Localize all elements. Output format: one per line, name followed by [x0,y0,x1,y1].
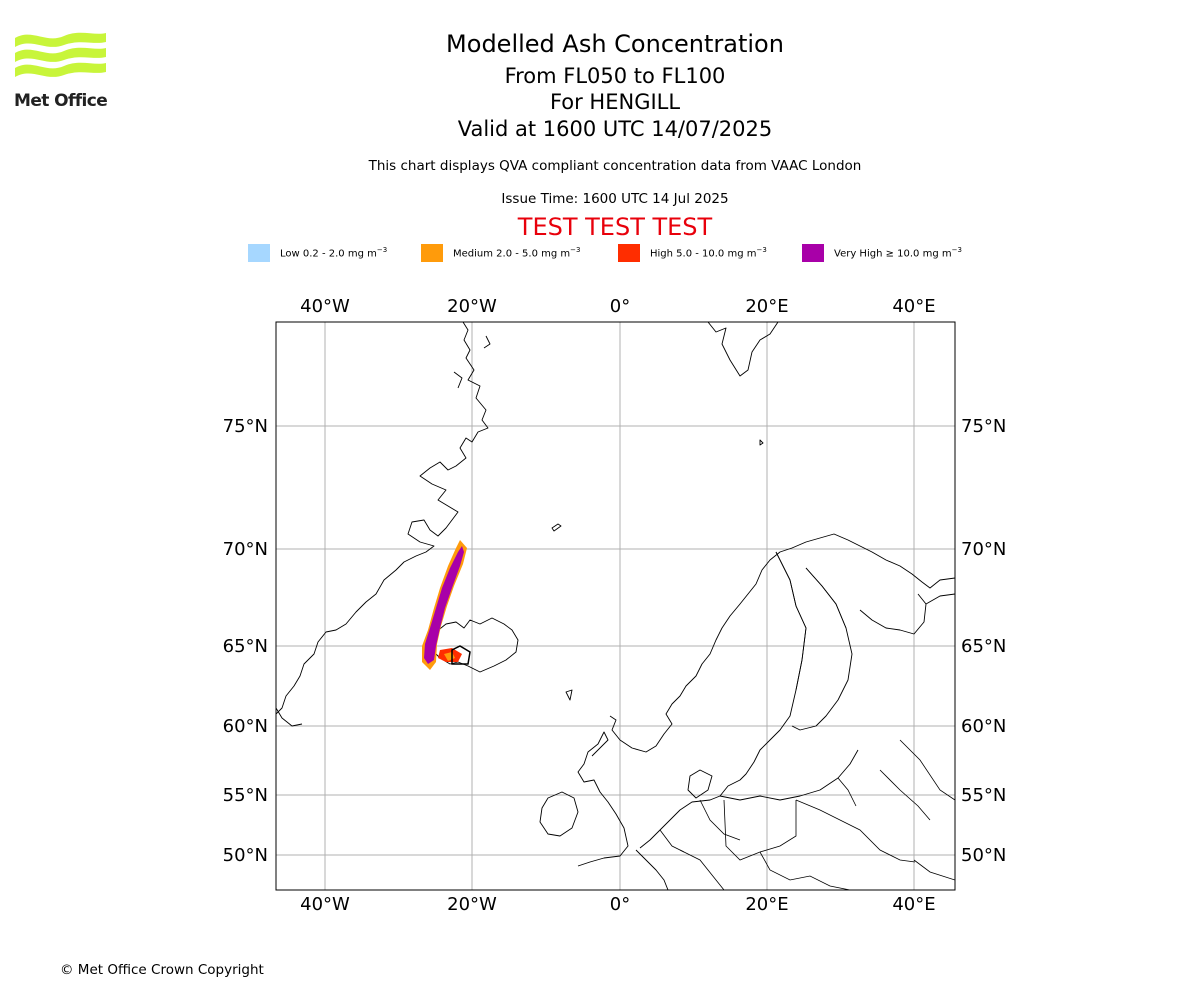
legend-item-high: High 5.0 - 10.0 mg m−3 [618,244,767,262]
svalbard-coast [707,322,779,377]
graticule [276,322,955,890]
legend-label-high: High 5.0 - 10.0 mg m [650,248,757,260]
britain-coast [577,731,629,867]
volcano-location-marker [451,645,471,665]
latitude-labels-right: 75°N 70°N 65°N 60°N 55°N 50°N [961,416,1006,866]
legend-swatch-very-high [802,244,824,262]
lon-label-0: 0° [610,296,630,317]
legend-label-very-high: Very High ≥ 10.0 mg m [834,248,952,260]
met-office-logo [15,32,106,77]
volcano-name: For HENGILL [549,90,681,114]
lat-label-55n: 55°N [223,785,268,806]
country-borders [659,551,955,890]
lat-label-75n-right: 75°N [961,416,1006,437]
legend-swatch-high [618,244,640,262]
lon-label-40e: 40°E [892,296,935,317]
legend-swatch-low [248,244,270,262]
logo-text: Met Office [14,91,108,111]
legend-swatch-medium [421,244,443,262]
longitude-labels-top: 40°W 20°W 0° 20°E 40°E [300,296,935,317]
lon-label-20e-bottom: 20°E [745,894,788,915]
lon-label-40w-bottom: 40°W [300,894,350,915]
lat-label-50n-right: 50°N [961,845,1006,866]
legend-label-low: Low 0.2 - 2.0 mg m [280,248,377,260]
lat-label-55n-right: 55°N [961,785,1006,806]
lon-label-20w-bottom: 20°W [447,894,497,915]
baltic-coast [719,749,859,801]
legend-item-medium: Medium 2.0 - 5.0 mg m−3 [421,244,580,262]
legend-label-medium: Medium 2.0 - 5.0 mg m [453,248,571,260]
lon-label-40e-bottom: 40°E [892,894,935,915]
qva-note: This chart displays QVA compliant concen… [368,158,862,174]
legend-item-low: Low 0.2 - 2.0 mg m−3 [248,244,387,262]
lat-label-70n-right: 70°N [961,539,1006,560]
longitude-labels-bottom: 40°W 20°W 0° 20°E 40°E [300,894,935,915]
ash-plume [422,540,467,670]
lat-label-65n-right: 65°N [961,636,1006,657]
lon-label-20w: 20°W [447,296,497,317]
valid-time: Valid at 1600 UTC 14/07/2025 [457,117,773,141]
coastlines [276,322,955,890]
lat-label-75n: 75°N [223,416,268,437]
lat-label-65n: 65°N [223,636,268,657]
test-banner: TEST TEST TEST [517,213,713,241]
legend-item-very-high: Very High ≥ 10.0 mg m−3 [802,244,962,262]
lat-label-60n: 60°N [223,716,268,737]
lat-label-50n: 50°N [223,845,268,866]
ash-plume-very-high [424,546,464,664]
lat-label-70n: 70°N [223,539,268,560]
scandinavia-coast [609,533,955,753]
issue-time: Issue Time: 1600 UTC 14 Jul 2025 [501,191,729,207]
lon-label-0-bottom: 0° [610,894,630,915]
chart-title: Modelled Ash Concentration [446,30,784,58]
map-frame [275,321,956,891]
europe-coast [639,795,721,849]
greenland-coast [276,322,489,715]
lon-label-20e: 20°E [745,296,788,317]
lon-label-40w: 40°W [300,296,350,317]
concentration-legend: Low 0.2 - 2.0 mg m−3 Medium 2.0 - 5.0 mg… [0,244,1200,264]
iceland-coast [431,617,519,673]
copyright-notice: © Met Office Crown Copyright [60,962,264,978]
latitude-labels-left: 75°N 70°N 65°N 60°N 55°N 50°N [223,416,268,866]
lat-label-60n-right: 60°N [961,716,1006,737]
ireland-coast [539,791,579,837]
flight-level-range: From FL050 to FL100 [504,64,726,88]
